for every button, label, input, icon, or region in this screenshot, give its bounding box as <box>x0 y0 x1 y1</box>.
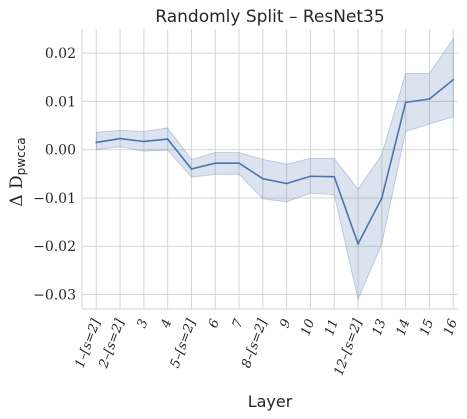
series-line-layer <box>95 78 455 245</box>
x-tick-label: 16 <box>441 317 461 338</box>
x-tick-label: 3 <box>135 317 152 330</box>
data-point <box>380 197 383 199</box>
data-point <box>238 162 240 165</box>
y-tick-label: −0.03 <box>33 288 76 304</box>
confidence-band-layer <box>95 37 454 301</box>
data-point <box>190 168 193 170</box>
y-tick-label: −0.01 <box>33 191 76 207</box>
y-axis-label: Δ Dpwcca <box>7 137 28 206</box>
y-tick-labels: 0.02 0.01 0.00 −0.01 −0.02 −0.03 <box>33 46 76 303</box>
data-point <box>309 175 312 178</box>
y-tick-label: −0.02 <box>33 239 76 255</box>
data-point <box>214 162 217 165</box>
x-tick-label: 10 <box>298 317 318 338</box>
data-point <box>357 242 359 245</box>
x-tick-label: 14 <box>394 317 414 338</box>
y-tick-label: 0.01 <box>45 94 76 110</box>
x-tick-label: 9 <box>277 317 294 330</box>
y-tick-label: 0.02 <box>45 46 76 62</box>
data-point <box>95 141 98 144</box>
data-point <box>404 101 407 104</box>
series-line <box>96 79 454 245</box>
svg-text:Δ Dpwcca: Δ Dpwcca <box>7 137 28 206</box>
confidence-band <box>95 37 454 301</box>
data-point <box>428 98 431 100</box>
x-tick-label: 11 <box>322 317 342 338</box>
y-tick-label: 0.00 <box>45 143 76 159</box>
x-tick-label: 4 <box>158 317 175 331</box>
data-point <box>261 177 264 180</box>
data-point <box>142 140 145 143</box>
chart-title: Randomly Split – ResNet35 <box>155 7 384 27</box>
x-tick-label: 15 <box>417 317 437 338</box>
x-tick-label: 13 <box>370 317 390 338</box>
y-axis-label-main: Δ D <box>7 175 27 206</box>
y-axis-label-sub: pwcca <box>14 137 28 175</box>
data-point <box>119 137 121 140</box>
x-tick-label: 6 <box>206 317 223 330</box>
grid <box>81 29 458 310</box>
data-point <box>285 182 288 185</box>
data-point <box>333 175 336 178</box>
x-tick-labels: 1–[s=2]2–[s=2] 3 45–[s=2] 6 78–[s=2] 9 10 1112–… <box>73 316 461 377</box>
x-axis-label: Layer <box>248 392 293 411</box>
x-tick-label: 7 <box>230 317 247 331</box>
data-point <box>166 138 169 140</box>
data-point <box>452 78 455 81</box>
